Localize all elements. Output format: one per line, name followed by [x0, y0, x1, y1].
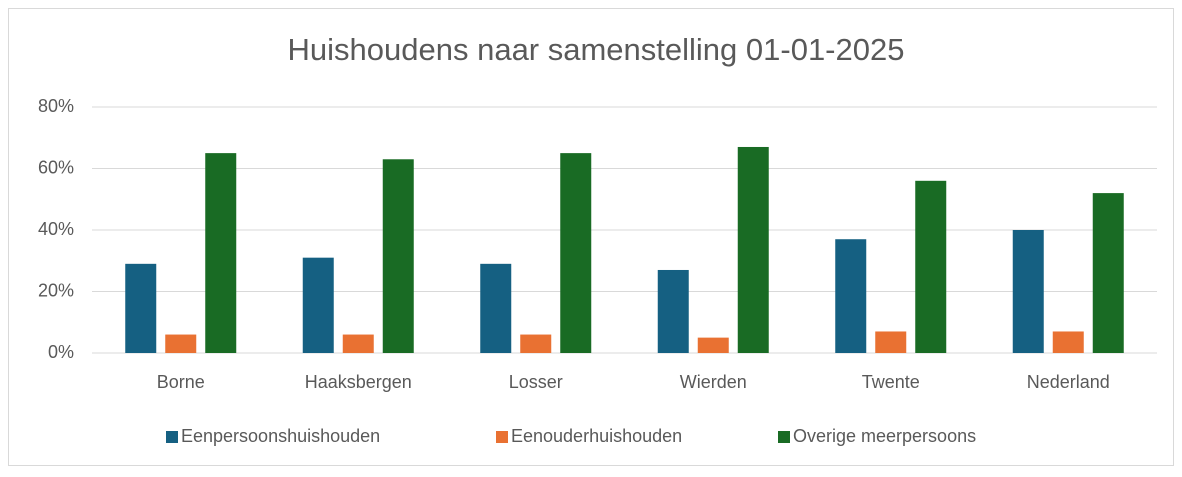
- bar: [205, 153, 237, 353]
- bar: [480, 263, 512, 353]
- bar: [697, 337, 729, 353]
- legend-label: Eenouderhuishouden: [511, 426, 682, 446]
- bar: [520, 334, 552, 353]
- legend-label: Overige meerpersoons: [793, 426, 976, 446]
- bar: [342, 334, 374, 353]
- y-tick-label: 20%: [38, 280, 74, 300]
- legend-swatch: [496, 431, 508, 443]
- x-tick-label: Wierden: [680, 372, 747, 392]
- x-tick-label: Haaksbergen: [305, 372, 412, 392]
- legend-label: Eenpersoonshuishouden: [181, 426, 380, 446]
- bar: [657, 269, 689, 353]
- bar: [835, 239, 867, 353]
- x-tick-label: Twente: [862, 372, 920, 392]
- y-tick-label: 60%: [38, 157, 74, 177]
- x-tick-label: Borne: [157, 372, 205, 392]
- x-tick-label: Losser: [509, 372, 563, 392]
- bar: [1092, 193, 1124, 353]
- y-tick-label: 80%: [38, 96, 74, 116]
- bar: [382, 159, 414, 353]
- legend-swatch: [778, 431, 790, 443]
- x-tick-label: Nederland: [1027, 372, 1110, 392]
- bar: [165, 334, 197, 353]
- bar: [915, 180, 947, 353]
- bar: [1052, 331, 1084, 353]
- y-tick-label: 40%: [38, 219, 74, 239]
- chart-title: Huishoudens naar samenstelling 01-01-202…: [288, 32, 905, 67]
- bar: [737, 146, 769, 353]
- bar: [875, 331, 907, 353]
- y-tick-label: 0%: [48, 342, 74, 362]
- bar: [1012, 230, 1044, 353]
- bar: [302, 257, 334, 353]
- bar: [125, 263, 157, 353]
- bar: [560, 153, 592, 353]
- legend-swatch: [166, 431, 178, 443]
